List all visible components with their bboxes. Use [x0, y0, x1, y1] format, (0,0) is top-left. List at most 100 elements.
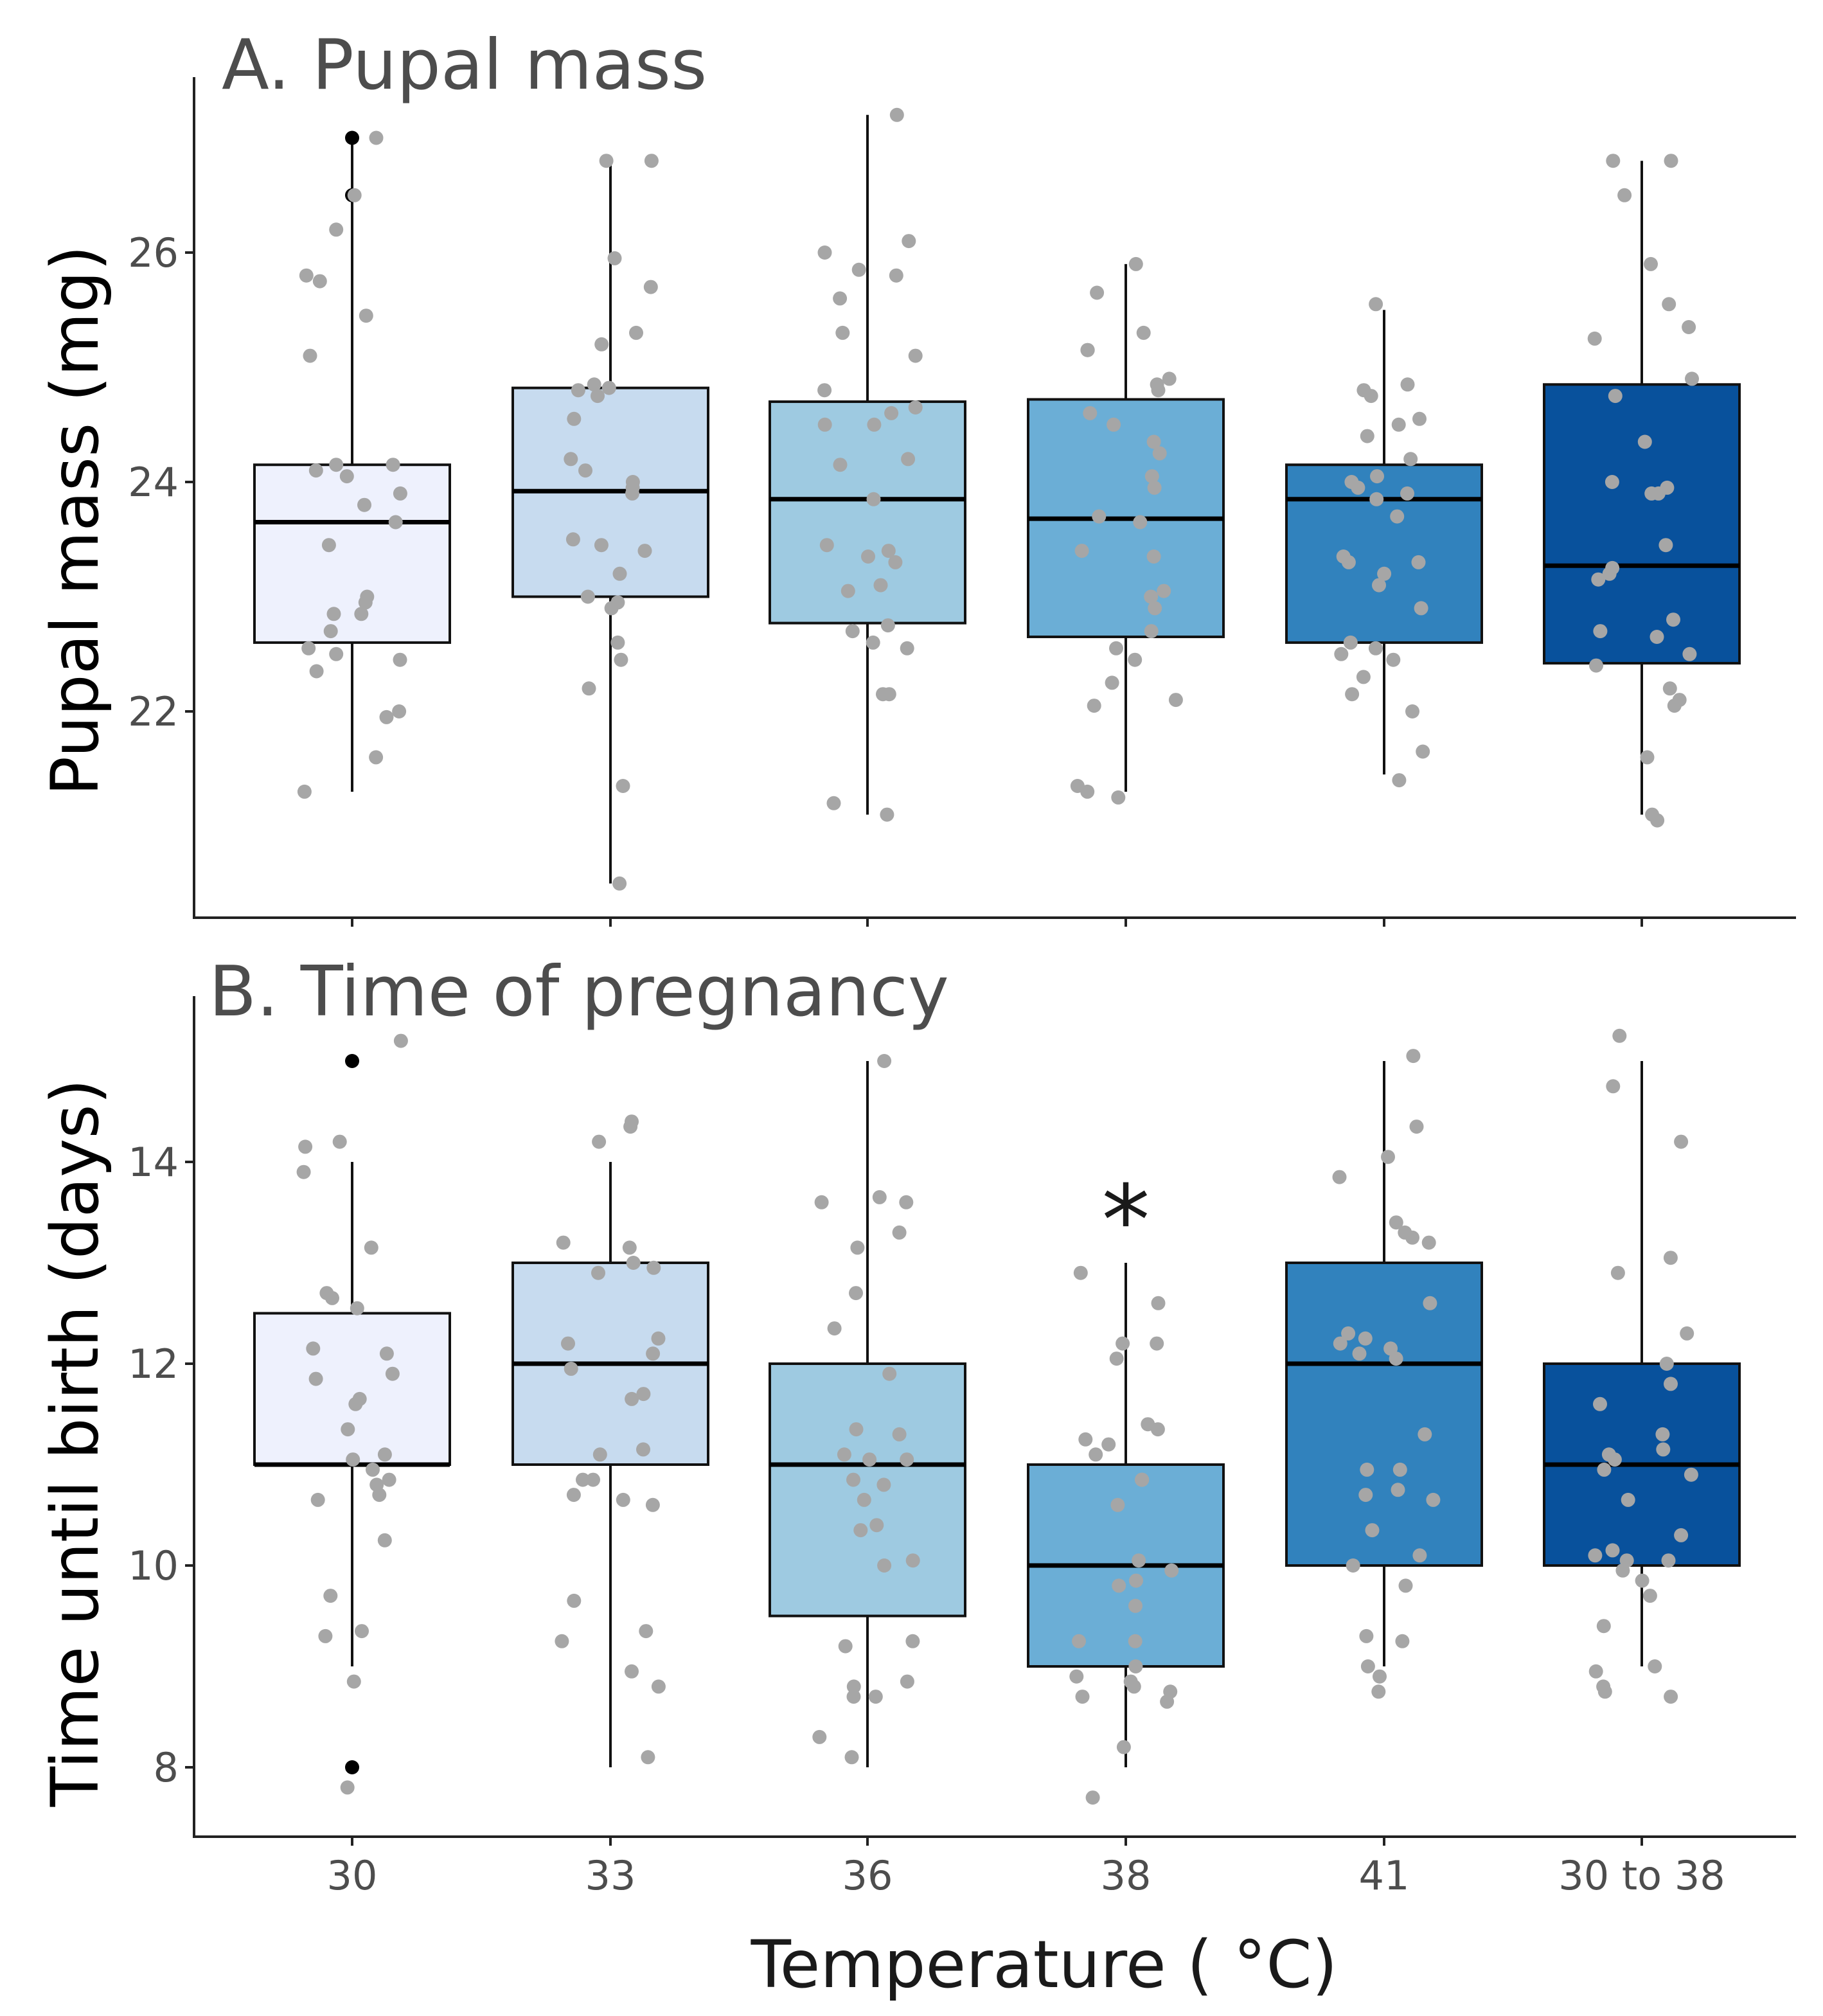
data-point-38-1: [1090, 285, 1105, 300]
x-tick-label-30: 30: [327, 1852, 378, 1899]
data-point-30-to-38-4: [1662, 297, 1676, 312]
data-point-30-to-38-23: [1662, 681, 1677, 696]
data-point-30-to-38-21: [1682, 647, 1697, 661]
data-point-38-13: [1132, 1553, 1146, 1568]
data-point-38-14: [1164, 1563, 1179, 1578]
panel-pupal-mass: 22 24 26 A. Pupal mass Pupal mass (mg): [37, 25, 1796, 927]
data-point-33-26: [616, 779, 630, 793]
data-point-41-25: [1359, 1628, 1374, 1643]
data-point-36-1: [902, 234, 916, 249]
data-point-33-25: [651, 1679, 666, 1694]
data-point-36-23: [845, 624, 860, 639]
data-point-36-22: [880, 618, 895, 633]
data-point-30-22: [377, 1533, 392, 1548]
data-point-33-2: [607, 251, 622, 265]
data-point-30-to-38-16: [1674, 1528, 1689, 1542]
data-point-30-to-38-14: [1658, 538, 1673, 553]
data-point-33-0: [599, 154, 614, 168]
data-point-41-23: [1346, 1558, 1360, 1573]
data-point-38-16: [1112, 1578, 1126, 1593]
data-point-41-11: [1333, 1336, 1347, 1351]
y-tick-label-8: 8: [154, 1744, 179, 1791]
data-point-36-21: [840, 584, 855, 598]
data-point-41-27: [1416, 744, 1430, 759]
data-point-36-21: [905, 1634, 920, 1648]
data-point-33-11: [564, 452, 578, 467]
data-point-38-1: [1151, 1296, 1166, 1310]
data-point-41-26: [1405, 704, 1419, 718]
data-point-38-7: [1151, 383, 1166, 398]
data-point-33-18: [566, 1488, 581, 1503]
data-point-33-17: [594, 538, 609, 553]
data-point-33-6: [646, 1260, 661, 1275]
data-point-30-to-38-26: [1588, 1664, 1603, 1679]
data-point-36-18: [861, 549, 875, 564]
data-point-41-10: [1351, 480, 1365, 495]
data-point-30-to-38-26: [1640, 750, 1655, 765]
data-point-30-1: [347, 188, 362, 202]
data-point-30-16: [358, 595, 373, 610]
data-point-38-10: [1146, 434, 1161, 449]
data-point-36-12: [867, 417, 882, 432]
data-point-30-24: [392, 704, 407, 718]
data-point-30-to-38-1: [1606, 1079, 1621, 1094]
data-point-33-5: [594, 337, 609, 352]
data-point-41-20: [1426, 1492, 1441, 1507]
data-point-36-24: [866, 635, 880, 650]
data-point-41-7: [1403, 452, 1418, 467]
data-point-36-28: [844, 1750, 859, 1765]
data-point-38-0: [1073, 1265, 1088, 1280]
data-point-36-20: [873, 578, 888, 593]
data-point-38-6: [1150, 1422, 1165, 1437]
data-point-30-13: [388, 515, 403, 530]
data-point-36-28: [826, 796, 841, 810]
data-point-41-21: [1368, 641, 1383, 656]
data-point-33-9: [591, 389, 605, 404]
data-point-30-3: [296, 1164, 311, 1179]
data-point-30-0: [369, 130, 384, 145]
data-point-30-3: [299, 268, 314, 283]
data-point-33-16: [565, 532, 580, 547]
data-point-41-0: [1406, 1049, 1421, 1064]
data-point-30-17: [326, 607, 341, 621]
data-point-30-to-38-23: [1642, 1589, 1657, 1603]
data-point-33-20: [580, 589, 595, 604]
data-point-33-12: [636, 1387, 651, 1402]
data-point-41-18: [1391, 1483, 1405, 1497]
data-point-36-24: [846, 1679, 861, 1694]
data-point-41-2: [1381, 1150, 1395, 1164]
data-point-33-25: [582, 681, 596, 696]
data-point-30-to-38-18: [1588, 1548, 1603, 1563]
box-30: [253, 463, 451, 644]
data-point-30-4: [364, 1240, 378, 1255]
data-point-30-to-38-13: [1644, 486, 1659, 501]
data-point-36-6: [835, 325, 850, 340]
data-point-36-2: [814, 1195, 829, 1209]
data-point-36-23: [900, 1674, 914, 1689]
data-point-30-6: [325, 1290, 339, 1305]
data-point-30-to-38-7: [1685, 371, 1699, 386]
data-point-36-25: [868, 1690, 883, 1704]
x-axis-title: Temperature ( °C): [751, 1927, 1338, 2003]
data-point-33-19: [612, 566, 627, 581]
data-point-30-to-38-19: [1593, 624, 1608, 639]
data-point-36-14: [833, 458, 848, 472]
data-point-30-to-38-9: [1655, 1427, 1670, 1441]
data-point-33-7: [591, 1265, 605, 1280]
box-30-to-38: [1543, 383, 1741, 665]
data-point-30-to-38-6: [1587, 331, 1602, 346]
data-point-36-0: [889, 107, 904, 122]
data-point-38-28: [1080, 784, 1095, 799]
data-point-33-13: [625, 1391, 639, 1406]
data-point-33-24: [614, 652, 628, 667]
data-point-30-2: [329, 222, 344, 237]
data-point-36-16: [857, 1492, 871, 1507]
data-point-38-23: [1128, 652, 1143, 667]
data-point-41-6: [1360, 429, 1374, 443]
data-point-41-16: [1360, 1462, 1374, 1477]
data-point-38-25: [1075, 1690, 1090, 1704]
data-point-30-12: [357, 497, 371, 512]
data-point-38-5: [1162, 371, 1177, 386]
data-point-38-24: [1105, 675, 1119, 690]
